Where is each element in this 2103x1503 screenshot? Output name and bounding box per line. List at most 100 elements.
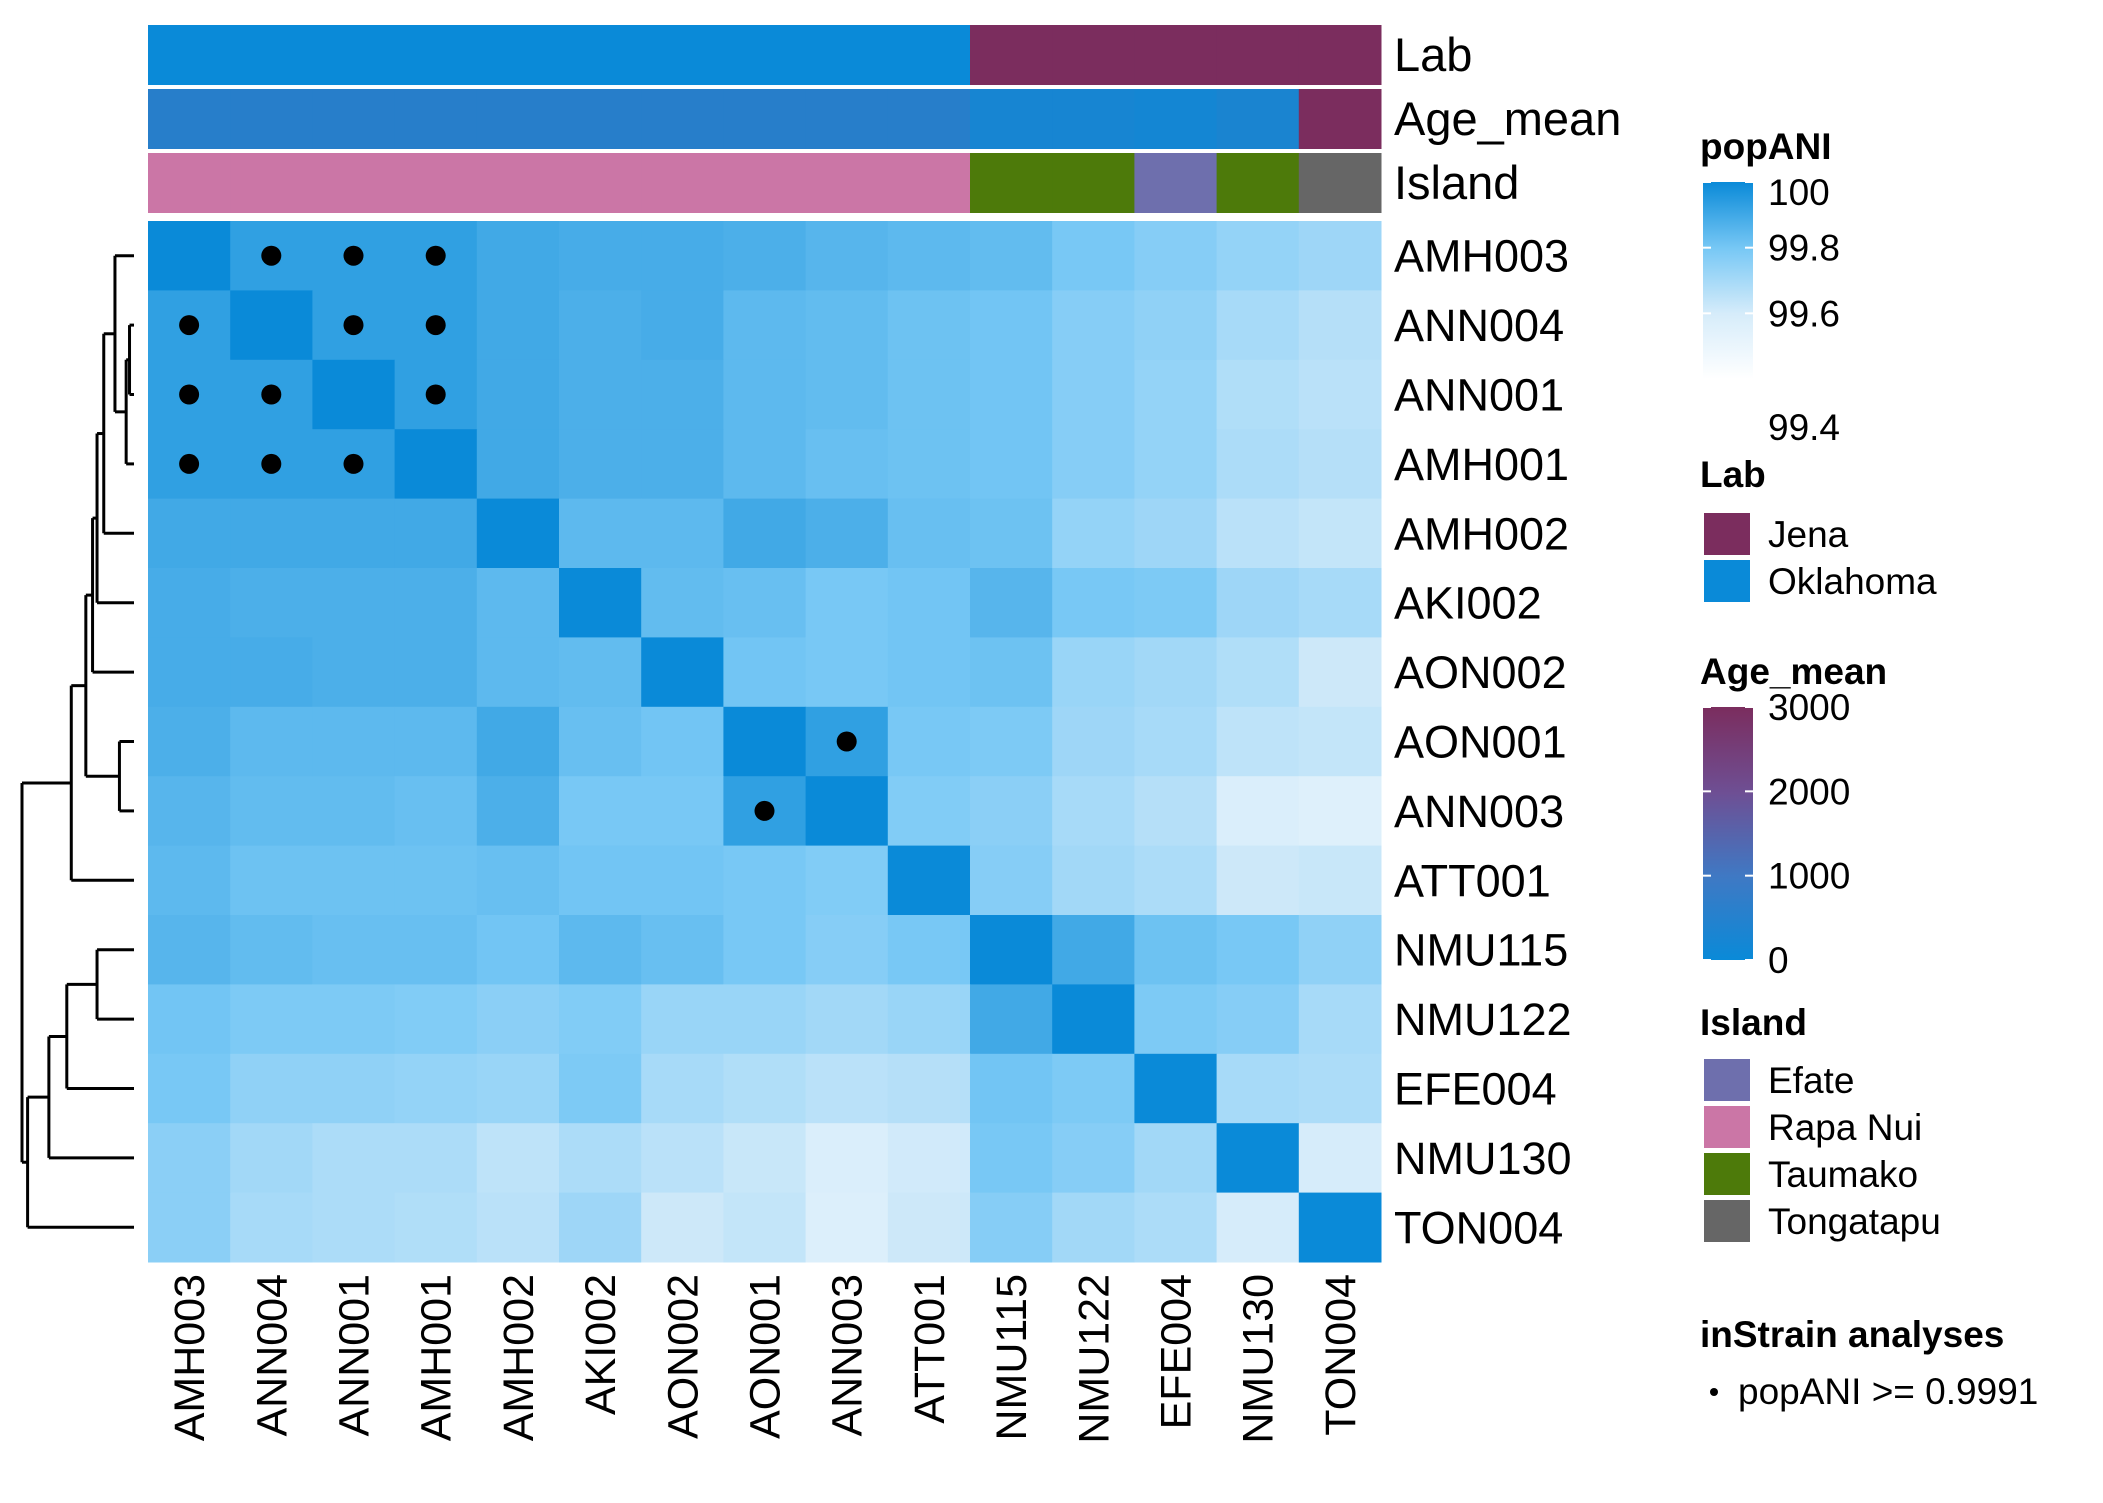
heatmap-cell [476, 359, 560, 430]
significance-dot [425, 245, 446, 266]
lab-legend-label: Oklahoma [1768, 561, 1937, 602]
column-label: AMH002 [495, 1274, 543, 1441]
heatmap-cell [1298, 915, 1382, 985]
heatmap-cell [970, 498, 1053, 569]
heatmap-cell [641, 845, 724, 916]
heatmap-cell [887, 359, 971, 430]
heatmap-cell [148, 845, 231, 916]
heatmap-cell [1298, 984, 1382, 1055]
lab-annotation-cell [394, 25, 478, 85]
heatmap-cell [887, 776, 971, 847]
popani-tick-label: 99.6 [1768, 293, 1840, 334]
heatmap-cell [887, 290, 971, 361]
heatmap-cell [970, 359, 1053, 430]
age-mean-colorbar [1703, 707, 1753, 960]
heatmap-cell [230, 637, 313, 708]
island-legend-swatch [1702, 1198, 1752, 1244]
heatmap-cell [230, 776, 313, 847]
row-labels: AMH003 ANN004 ANN001 AMH001 AMH002 AKI002 AON0… [1394, 231, 1572, 1254]
island-annotation-cell [148, 153, 231, 213]
heatmap-cell [805, 915, 889, 985]
heatmap-cell [970, 706, 1053, 777]
lab-legend-title: Lab [1700, 454, 1766, 495]
column-label: AMH003 [166, 1274, 214, 1441]
significance-dot [343, 453, 364, 474]
heatmap-cell [641, 1192, 724, 1263]
annotation-label: Age_mean [1394, 92, 1621, 145]
heatmap-cell [887, 221, 971, 291]
heatmap-cells [148, 221, 1382, 1263]
row-label: EFE004 [1394, 1064, 1557, 1115]
heatmap-cell [1052, 1053, 1135, 1124]
heatmap-cell [970, 845, 1053, 916]
heatmap-cell [312, 776, 396, 847]
age-mean-legend-title: Age_mean [1700, 651, 1887, 692]
heatmap-cell [970, 1123, 1053, 1194]
column-label: NMU130 [1235, 1274, 1283, 1444]
popani-tick-label: 99.8 [1768, 228, 1840, 269]
heatmap-cell [476, 1192, 560, 1263]
heatmap-cell [476, 845, 560, 916]
row-label: AMH003 [1394, 231, 1569, 282]
column-label: TON004 [1317, 1274, 1365, 1436]
heatmap-cell [970, 1192, 1053, 1263]
island-annotation-cell [887, 153, 971, 213]
heatmap-cell [559, 429, 642, 500]
heatmap-cell [805, 359, 889, 430]
heatmap-cell [1052, 984, 1135, 1055]
heatmap-cell [805, 845, 889, 916]
heatmap-cell [805, 221, 889, 291]
heatmap-cell [1052, 568, 1135, 638]
heatmap-cell [1216, 637, 1300, 708]
heatmap-cell [1216, 1053, 1300, 1124]
heatmap-cell [805, 429, 889, 500]
heatmap-cell [1134, 845, 1218, 916]
heatmap-cell [1298, 498, 1382, 569]
heatmap-cell [148, 776, 231, 847]
heatmap-cell [1216, 984, 1300, 1055]
lab-annotation-cell [970, 25, 1053, 85]
age-mean-annotation-cell [230, 89, 313, 149]
heatmap-cell [1134, 1123, 1218, 1194]
instrain-legend-item: popANI >= 0.9991 [1738, 1371, 2038, 1412]
heatmap-cell [1052, 1192, 1135, 1263]
heatmap-cell [148, 568, 231, 638]
column-label: AKI002 [577, 1274, 625, 1415]
heatmap-cell [805, 568, 889, 638]
island-annotation-cell [1298, 153, 1382, 213]
column-label: AMH001 [413, 1274, 461, 1441]
heatmap-cell [1134, 568, 1218, 638]
heatmap-cell [476, 776, 560, 847]
heatmap-cell [1298, 359, 1382, 430]
heatmap-cell [1134, 706, 1218, 777]
row-label: ANN001 [1394, 370, 1564, 421]
lab-annotation-cell [312, 25, 396, 85]
heatmap-cell [723, 359, 807, 430]
age-mean-annotation-cell [970, 89, 1053, 149]
heatmap-cell [476, 221, 560, 291]
heatmap-cell [641, 915, 724, 985]
column-label: ANN001 [331, 1274, 379, 1437]
heatmap-cell [1134, 915, 1218, 985]
heatmap-cell [641, 706, 724, 777]
heatmap-cell [970, 915, 1053, 985]
heatmap-cell [723, 845, 807, 916]
column-label: EFE004 [1153, 1274, 1201, 1429]
significance-dot [425, 315, 446, 336]
heatmap-cell [805, 1123, 889, 1194]
heatmap-cell [230, 706, 313, 777]
age-mean-annotation-cell [312, 89, 396, 149]
heatmap-cell [394, 915, 478, 985]
heatmap-cell [230, 568, 313, 638]
heatmap-cell [1216, 429, 1300, 500]
heatmap-cell [312, 359, 396, 430]
significance-dot [179, 453, 200, 474]
heatmap-cell [641, 1053, 724, 1124]
column-label: NMU115 [988, 1274, 1036, 1440]
heatmap-cell [230, 1192, 313, 1263]
annotation-label: Island [1394, 156, 1519, 209]
age-mean-ticks: 3000 2000 1000 0 [1703, 687, 1850, 981]
heatmap-cell [1052, 637, 1135, 708]
heatmap-cell [970, 637, 1053, 708]
